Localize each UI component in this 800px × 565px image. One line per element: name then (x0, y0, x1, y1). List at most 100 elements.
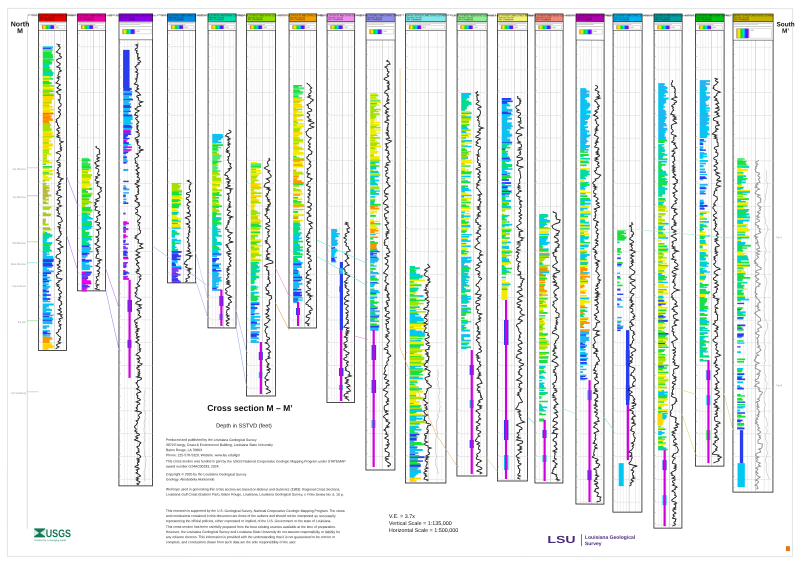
svg-text:API: 1704500000: API: 1704500000 (734, 18, 749, 21)
svg-text:API: 1704500000: API: 1704500000 (614, 18, 629, 21)
svg-text:SUN OIL CO GULF LAND CO No 1 (: SUN OIL CO GULF LAND CO No 1 (170450) (71, 14, 112, 17)
svg-text:ILD: ILD (56, 27, 60, 29)
svg-text:10822 ft: 10822 ft (236, 13, 246, 17)
svg-text:representing the official poli: representing the official policies, eith… (166, 519, 331, 523)
svg-text:12055 ft: 12055 ft (602, 13, 612, 17)
svg-text:Operator: Sun Oil: Operator: Sun Oil (458, 16, 473, 19)
svg-text:API: 1704500000: API: 1704500000 (367, 18, 382, 21)
svg-text:Horizontal Scale = 1:500,000: Horizontal Scale = 1:500,000 (389, 528, 458, 534)
svg-text:SUN OIL CO GULF LAND CO No 1 (: SUN OIL CO GULF LAND CO No 1 (170450) (202, 14, 243, 17)
svg-text:Top A: Top A (776, 236, 782, 239)
svg-text:Louisiana Gulf Coast (Eastern: Louisiana Gulf Coast (Eastern Part), Bat… (166, 493, 344, 497)
svg-text:Operator: Sun Oil: Operator: Sun Oil (40, 16, 55, 19)
svg-text:10548 ft: 10548 ft (157, 13, 167, 17)
svg-text:This research is supported by: This research is supported by the U.S. G… (166, 509, 345, 513)
svg-text:API: 1704500000: API: 1704500000 (577, 18, 592, 21)
svg-text:any reliance thereon. This inf: any reliance thereon. This information i… (166, 535, 336, 539)
svg-text:SUN OIL CO GULF LAND CO No 1 (: SUN OIL CO GULF LAND CO No 1 (170450) (282, 14, 323, 17)
svg-text:ILD: ILD (751, 30, 755, 32)
svg-text:11233 ft: 11233 ft (355, 13, 364, 17)
svg-text:SUN OIL CO GULF LAND CO No 1 (: SUN OIL CO GULF LAND CO No 1 (170450) (32, 14, 73, 17)
svg-text:Operator: Sun Oil: Operator: Sun Oil (577, 16, 592, 19)
svg-text:API: 1704500000: API: 1704500000 (290, 18, 305, 21)
svg-text:North: North (11, 21, 30, 28)
svg-text:ILD: ILD (345, 27, 349, 29)
svg-text:SUN OIL CO GULF LAND CO No 1 (: SUN OIL CO GULF LAND CO No 1 (170450) (161, 14, 202, 17)
svg-text:ILD: ILD (553, 27, 557, 29)
svg-text:SUN OIL CO GULF LAND CO No 1 (: SUN OIL CO GULF LAND CO No 1 (170450) (241, 14, 282, 17)
svg-text:ILD: ILD (226, 27, 230, 29)
svg-text:Operator: Sun Oil: Operator: Sun Oil (734, 16, 749, 19)
svg-text:Top Pliocene: Top Pliocene (12, 168, 26, 171)
svg-text:SUN OIL CO GULF LAND CO No 1 (: SUN OIL CO GULF LAND CO No 1 (170450) (648, 14, 689, 17)
svg-text:11644 ft: 11644 ft (487, 13, 496, 17)
svg-text:Survey: Survey (585, 541, 602, 547)
svg-text:ILD: ILD (185, 27, 189, 29)
svg-text:Well tops used in generating t: Well tops used in generating this cross … (166, 487, 340, 491)
svg-text:12192 ft: 12192 ft (643, 13, 653, 17)
svg-text:ILD: ILD (264, 27, 268, 29)
svg-text:Operator: Sun Oil: Operator: Sun Oil (79, 16, 94, 19)
svg-text:Operator: Sun Oil: Operator: Sun Oil (614, 16, 629, 19)
svg-text:SUN OIL CO GULF LAND CO No 1 (: SUN OIL CO GULF LAND CO No 1 (170450) (320, 14, 361, 17)
svg-text:Mid Miocene: Mid Miocene (12, 242, 26, 245)
svg-text:10411 ft: 10411 ft (108, 13, 117, 17)
svg-text:Top Anahuac: Top Anahuac (12, 285, 27, 288)
svg-text:11781 ft: 11781 ft (524, 13, 533, 17)
svg-text:Top Miocene: Top Miocene (12, 196, 26, 199)
svg-text:Base Miocene: Base Miocene (11, 263, 27, 266)
svg-text:11096 ft: 11096 ft (316, 13, 325, 17)
svg-text:and conclusions contained in t: and conclusions contained in this docume… (166, 514, 336, 518)
svg-text:ILD: ILD (713, 27, 717, 29)
svg-text:API: 1704500000: API: 1704500000 (697, 18, 712, 21)
svg-text:SUN OIL CO GULF LAND CO No 1 (: SUN OIL CO GULF LAND CO No 1 (170450) (452, 14, 493, 17)
svg-text:ILD: ILD (95, 27, 99, 29)
svg-text:ILD: ILD (594, 31, 598, 33)
svg-text:10274 ft: 10274 ft (67, 13, 77, 17)
svg-text:Operator: Sun Oil: Operator: Sun Oil (248, 16, 263, 19)
svg-text:API: 1704500000: API: 1704500000 (209, 18, 224, 21)
svg-text:SUN OIL CO GULF LAND CO No 1 (: SUN OIL CO GULF LAND CO No 1 (170450) (492, 14, 533, 17)
svg-text:ILD: ILD (384, 31, 388, 33)
svg-text:SUN OIL CO GULF LAND CO No 1 (: SUN OIL CO GULF LAND CO No 1 (170450) (689, 14, 730, 17)
svg-text:12329 ft: 12329 ft (685, 13, 695, 17)
svg-text:SUN OIL CO GULF LAND CO No 1 (: SUN OIL CO GULF LAND CO No 1 (170450) (607, 14, 648, 17)
svg-text:Top Vicksburg: Top Vicksburg (11, 392, 27, 395)
svg-text:11370 ft: 11370 ft (395, 13, 404, 17)
svg-text:SUN OIL CO GULF LAND CO No 1 (: SUN OIL CO GULF LAND CO No 1 (170450) (360, 14, 401, 17)
svg-text:11507 ft: 11507 ft (446, 13, 455, 17)
svg-text:M: M (17, 28, 23, 35)
svg-text:API: 1704500000: API: 1704500000 (499, 18, 514, 21)
svg-text:ILD: ILD (515, 27, 519, 29)
svg-text:This cross section has been ca: This cross section has been carefully pr… (166, 525, 336, 529)
svg-text:Operator: Sun Oil: Operator: Sun Oil (328, 16, 343, 19)
svg-text:ILD: ILD (423, 27, 427, 29)
svg-text:ILD: ILD (137, 31, 141, 33)
svg-text:Depth in SSTVD (feet): Depth in SSTVD (feet) (216, 423, 272, 429)
svg-text:Top B: Top B (776, 384, 783, 387)
svg-text:10685 ft: 10685 ft (197, 13, 207, 17)
svg-text:LSU: LSU (547, 534, 575, 546)
svg-text:Copyright © 2025 by the Louisi: Copyright © 2025 by the Louisiana Geolog… (166, 472, 247, 476)
svg-text:South: South (777, 21, 795, 28)
svg-text:Operator: Sun Oil: Operator: Sun Oil (536, 16, 551, 19)
svg-text:API: 1704500000: API: 1704500000 (407, 18, 422, 21)
svg-text:API: 1704500000: API: 1704500000 (655, 18, 670, 21)
svg-text:ILD: ILD (475, 27, 479, 29)
svg-text:Top Frio: Top Frio (17, 321, 26, 324)
svg-text:10137 ft: 10137 ft (28, 13, 38, 17)
svg-text:API: 1704500000: API: 1704500000 (120, 18, 135, 21)
svg-text:3079 Energy, Coast & Environme: 3079 Energy, Coast & Environment Buildin… (166, 443, 273, 447)
svg-text:Operator: Sun Oil: Operator: Sun Oil (697, 16, 712, 19)
svg-text:V.E. = 3.7x: V.E. = 3.7x (389, 514, 415, 520)
svg-text:SUN OIL CO GULF LAND CO No 1 (: SUN OIL CO GULF LAND CO No 1 (170450) (529, 14, 570, 17)
svg-text:Vertical Scale = 1:135,000: Vertical Scale = 1:135,000 (389, 521, 452, 527)
svg-text:SUN OIL CO GULF LAND CO No 1 (: SUN OIL CO GULF LAND CO No 1 (170450) (405, 14, 446, 17)
svg-text:Operator: Sun Oil: Operator: Sun Oil (290, 16, 305, 19)
svg-text:API: 1704500000: API: 1704500000 (248, 18, 263, 21)
svg-text:Operator: Sun Oil: Operator: Sun Oil (169, 16, 184, 19)
svg-text:Operator: Sun Oil: Operator: Sun Oil (407, 16, 422, 19)
svg-text:API: 1704500000: API: 1704500000 (79, 18, 94, 21)
svg-text:However, the Louisiana Geologi: However, the Louisiana Geological Survey… (166, 530, 341, 534)
svg-text:Cross section M – M’: Cross section M – M’ (207, 403, 292, 413)
